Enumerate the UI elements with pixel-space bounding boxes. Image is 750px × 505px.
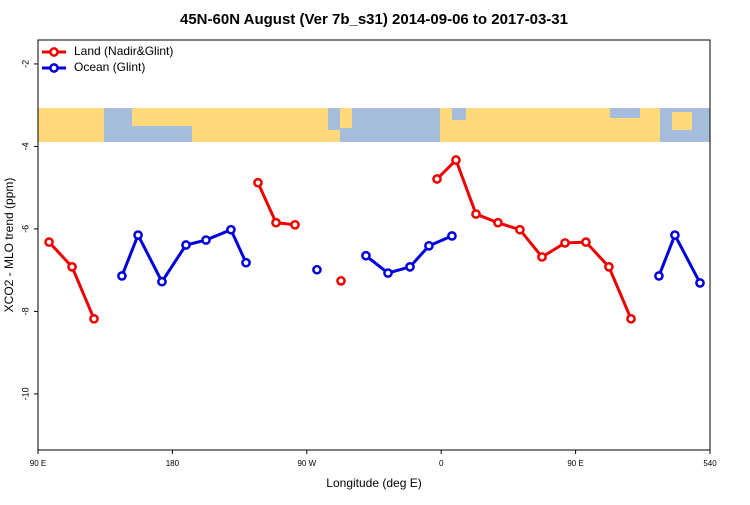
x-tick-label: 90 E	[30, 459, 46, 468]
data-point	[405, 262, 415, 272]
data-point	[89, 313, 99, 324]
series-line	[47, 241, 96, 320]
data-point	[383, 268, 393, 278]
series-line	[657, 231, 702, 284]
legend-marker	[49, 47, 59, 57]
x-tick-label: 0	[439, 459, 444, 468]
data-point	[654, 271, 664, 281]
data-point	[181, 240, 191, 250]
series-line	[435, 157, 633, 320]
x-tick-label: 90 W	[297, 459, 316, 468]
data-point	[312, 264, 322, 275]
data-point	[67, 262, 77, 272]
data-point	[201, 235, 211, 245]
x-tick-label: 540	[703, 459, 717, 468]
data-point	[44, 237, 54, 247]
y-tick-label: -4	[20, 142, 30, 150]
data-point	[604, 262, 614, 272]
map-strip	[38, 108, 710, 142]
data-point	[537, 252, 547, 262]
y-tick-label: -8	[20, 307, 30, 315]
data-point	[117, 271, 127, 281]
data-point	[471, 209, 481, 219]
data-point	[424, 240, 434, 251]
data-point	[447, 231, 457, 241]
x-axis-label: Longitude (deg E)	[326, 476, 421, 490]
y-axis-label: XCO2 - MLO trend (ppm)	[2, 178, 16, 313]
chart-title: 45N-60N August (Ver 7b_s31) 2014-09-06 t…	[180, 11, 568, 28]
data-point	[253, 177, 263, 188]
x-tick-label: 90 E	[567, 459, 583, 468]
data-point	[560, 238, 570, 248]
data-point	[451, 155, 461, 165]
data-point	[695, 278, 705, 288]
data-point	[290, 219, 300, 230]
legend-label: Ocean (Glint)	[74, 60, 145, 74]
y-tick-label: -2	[20, 60, 30, 68]
data-point	[336, 276, 346, 286]
y-tick-label: -6	[20, 225, 30, 233]
data-point	[361, 250, 371, 261]
data-point	[432, 174, 442, 184]
data-point	[226, 224, 236, 235]
data-point	[515, 224, 525, 235]
y-tick-label: -10	[20, 387, 30, 400]
data-point	[493, 217, 503, 228]
data-point	[157, 276, 167, 287]
plot-frame	[37, 39, 711, 451]
data-point	[670, 230, 680, 240]
data-point	[133, 230, 143, 240]
data-point	[626, 313, 636, 324]
x-tick-label: 180	[166, 459, 180, 468]
legend-label: Land (Nadir&Glint)	[74, 44, 173, 58]
legend-marker	[49, 63, 59, 73]
data-point	[271, 217, 281, 228]
data-point	[241, 257, 251, 268]
data-point	[581, 237, 591, 247]
